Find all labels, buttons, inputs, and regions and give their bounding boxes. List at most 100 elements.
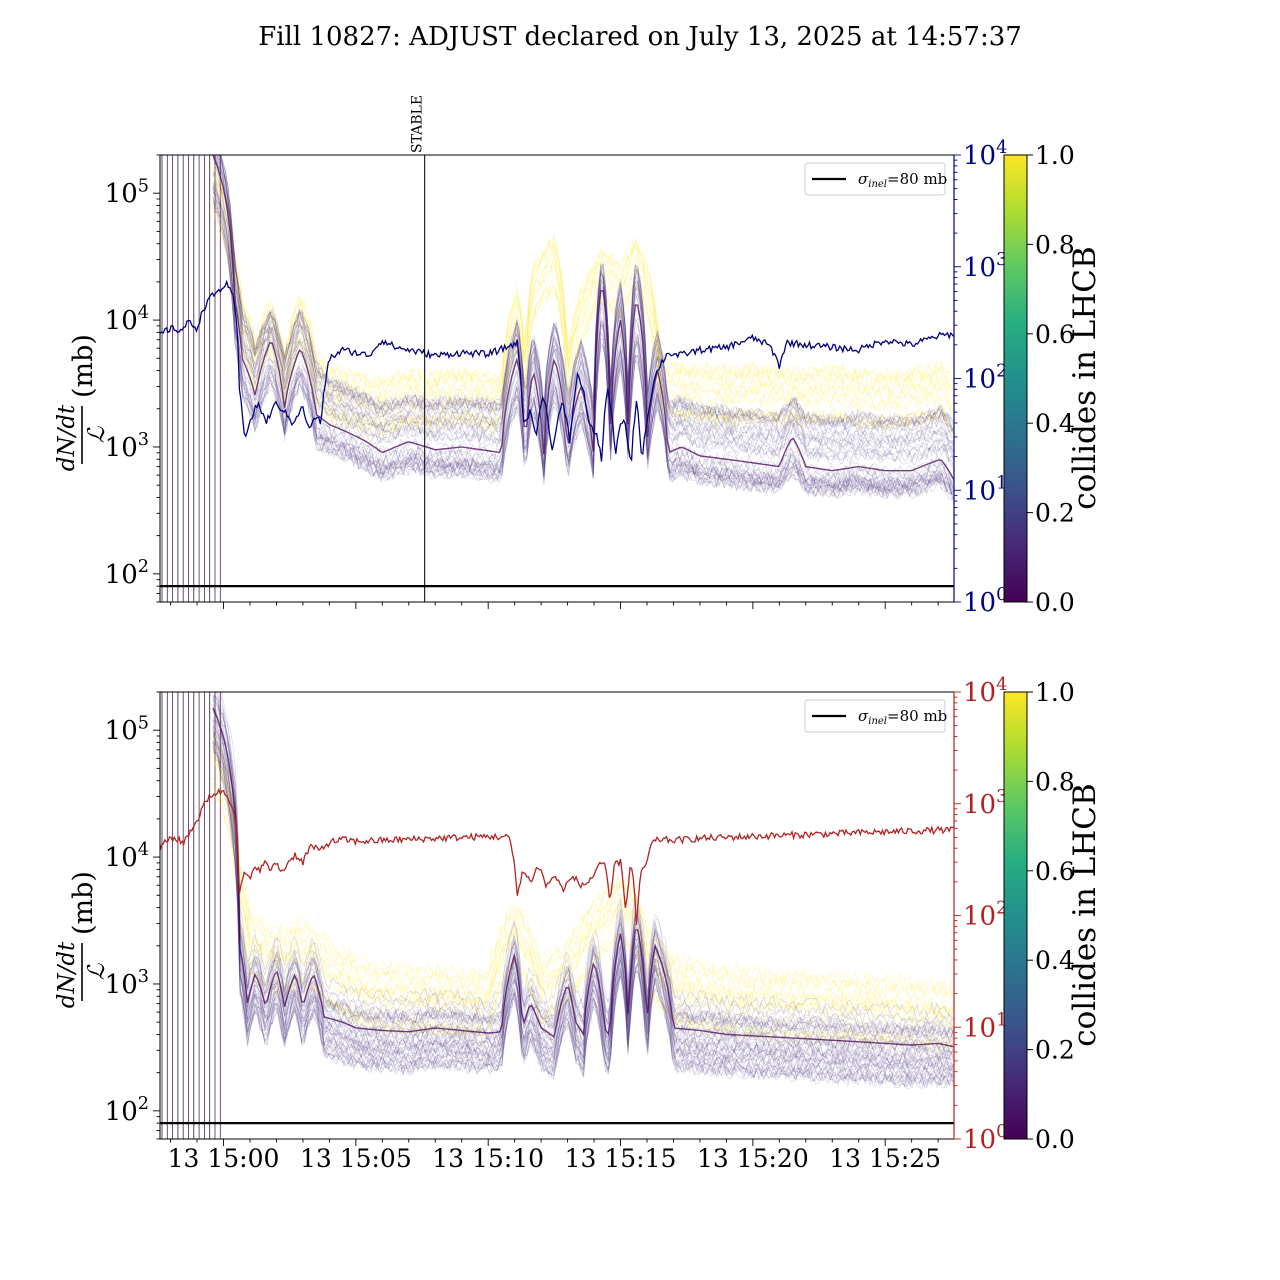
top-right-tick-label: 100: [963, 585, 1007, 618]
top-colliding-trace: [212, 161, 954, 388]
bottom-axes-frame: [159, 691, 955, 1140]
bottom-median-line: [212, 707, 954, 1048]
top-colliding-trace: [212, 175, 954, 396]
top-x-axis: [170, 602, 939, 609]
top-bunch-trace: [219, 155, 954, 445]
top-legend-subscript: inel: [868, 179, 887, 190]
top-bunch-trace: [212, 182, 954, 490]
bottom-colliding-trace: [212, 730, 954, 995]
bottom-bunch-trace: [212, 695, 954, 1037]
bottom-colliding-trace: [212, 761, 954, 1024]
bottom-bunch-trace: [212, 696, 954, 1038]
bottom-colliding-trace: [212, 786, 954, 1056]
top-bunch-trace: [219, 155, 954, 435]
bottom-x-tick-label: 13 15:25: [829, 1144, 941, 1173]
bottom-bunch-trace: [212, 747, 954, 1090]
top-bunch-trace: [217, 155, 954, 455]
bottom-right-tick-label: 101: [963, 1010, 1007, 1043]
top-bunch-trace: [214, 155, 954, 463]
top-bunch-trace: [212, 183, 954, 491]
bottom-bunch-trace: [212, 725, 954, 1071]
top-bunch-trace: [219, 155, 954, 440]
top-bunch-trace: [212, 190, 954, 497]
bottom-right-tick-label: 104: [963, 675, 1007, 708]
bottom-bunch-trace: [212, 734, 954, 1078]
svg-text:σinel=80 mb: σinel=80 mb: [858, 170, 947, 190]
bottom-bunch-trace: [220, 692, 954, 1018]
top-median-line: [212, 155, 954, 481]
bottom-bunch-trace: [213, 692, 954, 1036]
bottom-x-tick-label: 13 15:20: [697, 1144, 809, 1173]
top-bunch-trace: [213, 155, 954, 475]
bottom-bunch-trace: [212, 731, 954, 1071]
stable-label: STABLE: [410, 95, 426, 153]
top-ylabel-main: dN/dt: [54, 404, 80, 471]
top-bunch-trace: [212, 155, 954, 483]
top-plot-area: [160, 155, 954, 602]
top-colorbar-tick-label: 0.8: [1035, 230, 1075, 259]
top-colorbar-ticks: 0.0 0.2 0.4 0.6 0.8 1.0: [1027, 141, 1075, 617]
bottom-colliding-trace: [212, 748, 954, 1018]
top-bunch-trace: [212, 185, 954, 496]
bottom-bunch-trace: [212, 741, 954, 1088]
bottom-x-tick-label: 13 15:05: [300, 1144, 412, 1173]
bottom-bunch-trace: [212, 747, 954, 1090]
top-right-axis: 100 101 102 103 104: [953, 138, 1007, 618]
bottom-colliding-trace: [212, 739, 954, 1003]
bottom-bunch-trace: [212, 741, 954, 1089]
bottom-bunch-trace: [212, 704, 954, 1053]
top-colliding-trace: [212, 179, 954, 407]
bottom-colorbar-tick-label: 1.0: [1035, 678, 1075, 707]
bottom-colorbar-gradient: [1003, 691, 1028, 1140]
bottom-bunch-trace: [212, 740, 954, 1084]
bottom-colliding-trace: [212, 740, 954, 1001]
bottom-bunch-trace: [212, 726, 954, 1070]
top-bunch-trace: [212, 156, 954, 483]
bottom-x-axis: 13 15:00 13 15:05 13 15:10 13 15:15 13 15:20…: [168, 1139, 941, 1173]
top-colliding-trace: [212, 173, 954, 395]
top-colliding-trace: [212, 164, 954, 389]
top-colliding-trace: [212, 210, 954, 433]
bottom-bunch-trace: [212, 720, 954, 1062]
top-ylabel-unit: (mb): [68, 334, 99, 398]
bottom-colorbar-tick-label: 0.8: [1035, 767, 1075, 796]
bottom-left-tick-label: 102: [105, 1094, 149, 1127]
top-bunch-trace: [218, 155, 954, 451]
top-colliding-trace: [212, 214, 954, 438]
bottom-bunch-trace: [212, 719, 954, 1064]
bottom-bunch-trace: [215, 692, 954, 1033]
bottom-left-tick-label: 103: [105, 967, 149, 1000]
top-bunch-trace: [212, 195, 954, 505]
top-bunch-trace: [212, 181, 954, 493]
top-left-tick-label: 103: [105, 430, 149, 463]
bottom-right-axis: 100 101 102 103 104: [953, 675, 1007, 1155]
bottom-bunch-trace: [212, 750, 954, 1086]
bottom-colorbar: 0.0 0.2 0.4 0.6 0.8 1.0 collides in LHCB: [1003, 678, 1103, 1154]
top-colliding-trace: [212, 169, 954, 389]
top-colliding-trace: [212, 185, 954, 409]
top-colliding-trace: [212, 203, 954, 436]
bottom-x-tick-label: 13 15:15: [565, 1144, 677, 1173]
bottom-colliding-trace: [212, 728, 954, 994]
bottom-bunch-trace: [212, 708, 954, 1053]
bottom-legend: σinel=80 mb: [804, 699, 947, 733]
bottom-colliding-trace: [212, 745, 954, 1017]
top-colorbar-gradient: [1003, 154, 1028, 603]
bottom-x-tick-label: 13 15:00: [168, 1144, 280, 1173]
top-legend-text: =80 mb: [887, 170, 947, 188]
top-left-tick-label: 104: [105, 303, 149, 336]
top-bunch-trace: [220, 155, 954, 434]
bottom-bunch-trace: [212, 726, 954, 1066]
top-bunch-trace: [212, 186, 954, 494]
bottom-bunch-trace: [212, 731, 954, 1075]
top-left-tick-label: 102: [105, 557, 149, 590]
bottom-bunch-trace: [212, 731, 954, 1074]
top-bunch-trace: [216, 155, 954, 454]
bottom-bunch-trace: [212, 745, 954, 1087]
bottom-bunch-trace: [212, 735, 954, 1077]
top-bunch-trace: [212, 196, 954, 500]
bottom-colliding-trace: [212, 755, 954, 1021]
top-bunch-trace: [220, 155, 954, 432]
